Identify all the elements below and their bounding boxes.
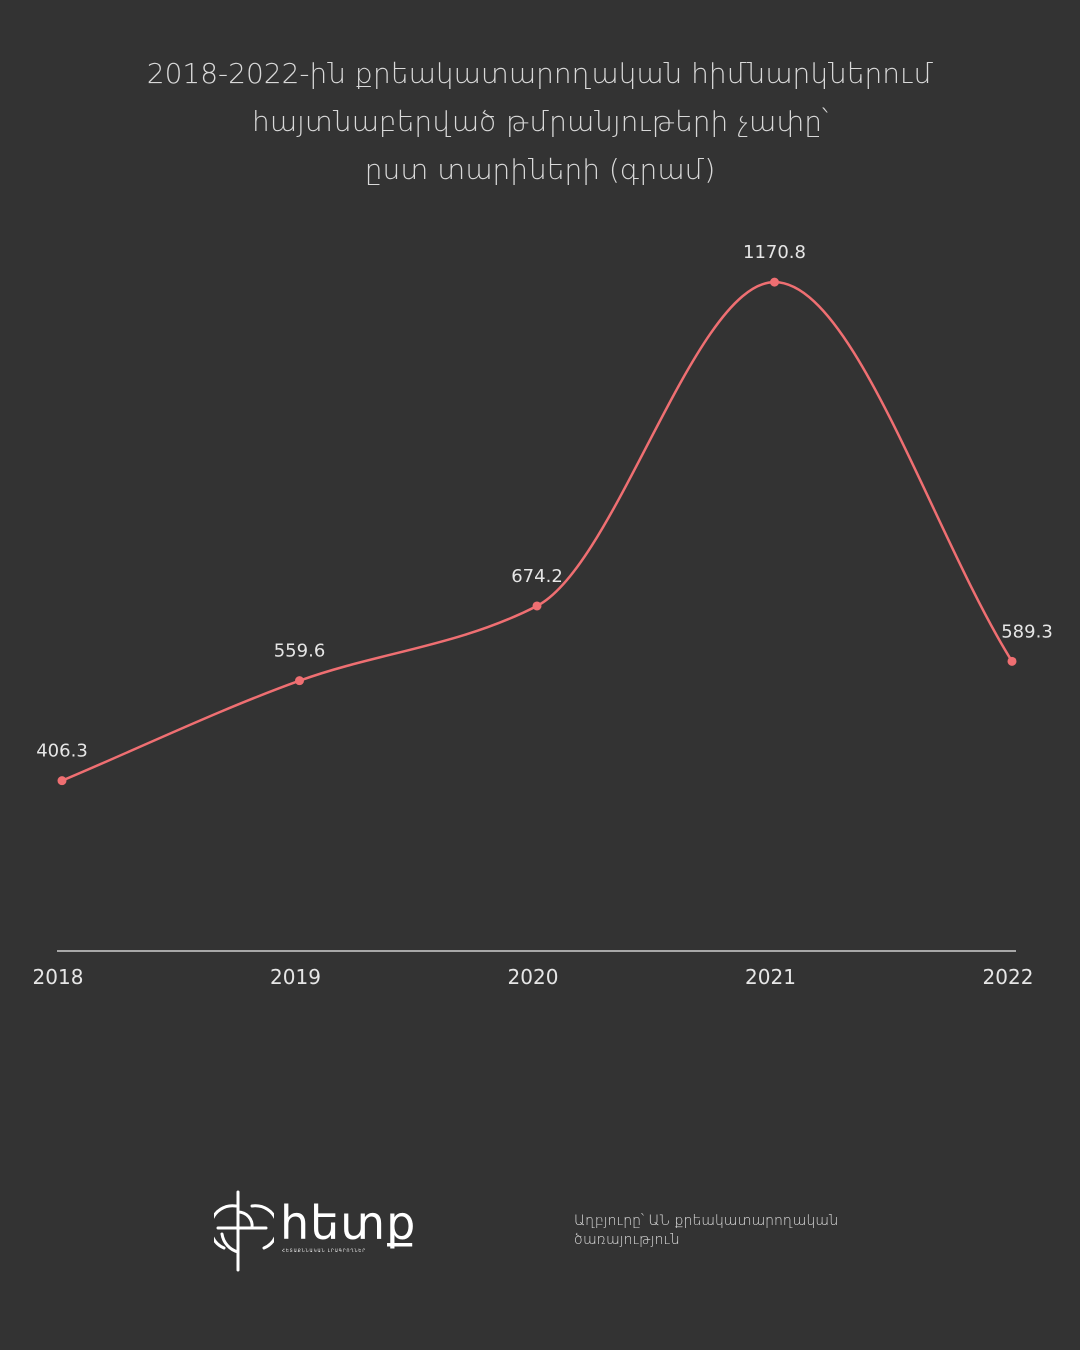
x-tick-label-2022: 2022 — [983, 965, 1034, 989]
chart-title: 2018-2022-ին քրեակատարողական հիմնարկներո… — [60, 50, 1020, 194]
data-point-2019 — [295, 676, 304, 686]
source-line-1: Աղբյուրը՝ ԱՆ քրեակատարողական — [574, 1213, 839, 1229]
value-label-2019: 559.6 — [274, 641, 326, 662]
data-point-2021 — [770, 277, 779, 287]
chart-title-line-3: ըստ տարիների (գրամ) — [364, 153, 716, 186]
value-label-2020: 674.2 — [511, 566, 563, 587]
chart-title-line-2: հայտնաբերված թմրանյութերի չափը՝ — [252, 105, 828, 138]
x-tick-label-2019: 2019 — [270, 965, 321, 989]
hetq-logo: հետք ՀԵՏԱՔՆՆԱԿԱՆ ԼՐԱԳՐՈՂՆԵՐ — [214, 1188, 417, 1274]
source-note: Աղբյուրը՝ ԱՆ քրեակատարողական ծառայությու… — [574, 1212, 894, 1250]
source-line-2: ծառայություն — [574, 1232, 680, 1248]
data-point-2018 — [57, 776, 67, 786]
globe-crosshair-icon — [214, 1190, 274, 1272]
chart-title-line-1: 2018-2022-ին քրեակատարողական հիմնարկներո… — [146, 57, 934, 90]
data-point-2020 — [532, 601, 542, 611]
data-point-2022 — [1007, 656, 1017, 666]
value-label-2018: 406.3 — [36, 741, 88, 762]
x-tick-label-2020: 2020 — [508, 965, 559, 989]
series-line — [61, 280, 1014, 782]
x-tick-label-2021: 2021 — [745, 965, 796, 989]
x-tick-label-2018: 2018 — [33, 965, 84, 989]
value-label-2021: 1170.8 — [743, 242, 806, 263]
logo-tagline: ՀԵՏԱՔՆՆԱԿԱՆ ԼՐԱԳՐՈՂՆԵՐ — [282, 1248, 367, 1253]
logo-wordmark: հետք — [280, 1196, 417, 1250]
value-label-2022: 589.3 — [1001, 621, 1053, 642]
